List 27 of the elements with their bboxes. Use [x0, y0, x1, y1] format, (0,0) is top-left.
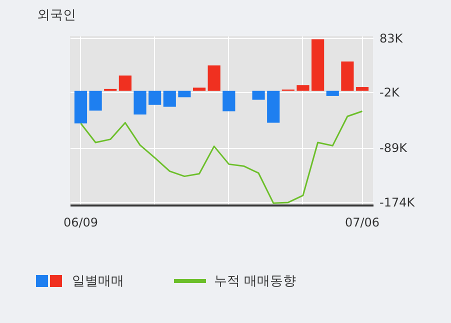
bar: [312, 39, 324, 91]
bar: [118, 76, 132, 91]
y-tick-label: -174K: [380, 195, 416, 210]
bar: [192, 88, 206, 91]
bar: [134, 90, 146, 114]
bar: [296, 85, 310, 91]
x-tick-label: 07/06: [344, 216, 380, 230]
bar: [267, 90, 280, 123]
bar: [178, 90, 191, 98]
bar: [74, 90, 88, 124]
y-tick-label: -89K: [380, 141, 408, 156]
legend-label: 일별매매: [72, 273, 124, 290]
bar: [148, 90, 162, 105]
line-series: [80, 110, 364, 204]
bar: [326, 90, 339, 96]
bar: [341, 62, 354, 91]
y-tick-label: -2K: [380, 86, 400, 100]
bar: [163, 90, 176, 107]
chart-title: 외국인: [36, 8, 76, 23]
x-tick-label: 06/09: [63, 216, 98, 230]
bar: [208, 65, 220, 91]
bar: [222, 90, 236, 112]
bar: [89, 90, 102, 111]
y-tick-label: 83K: [380, 31, 404, 46]
legend-label: 누적 매매동향: [214, 273, 296, 290]
bar: [356, 87, 369, 91]
bar: [252, 90, 265, 100]
